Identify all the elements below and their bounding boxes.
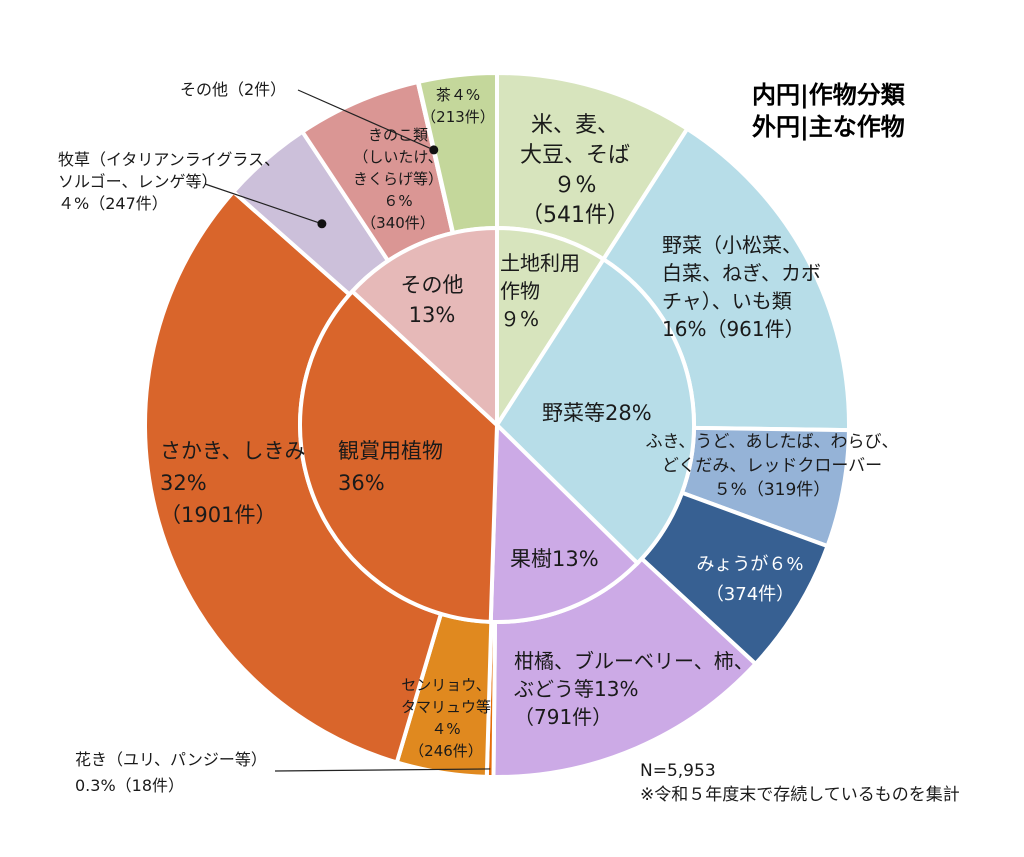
label-sakaki-line: さかき、しきみ xyxy=(160,439,306,463)
label-rice: 米、麦、大豆、そば ９% （541件） xyxy=(520,113,630,228)
label-other: その他 13% xyxy=(401,273,464,327)
label-hanaki-line: 花き（ユリ、パンジー等） xyxy=(75,750,267,769)
label-kinoko-line: （しいたけ、 xyxy=(353,148,442,166)
label-other-line: 13% xyxy=(409,303,456,327)
label-myoga-line: （374件） xyxy=(706,584,794,605)
label-orn-line: 観賞用植物 xyxy=(338,439,443,463)
label-veg: 野菜等28% xyxy=(542,401,652,425)
label-vegmain-line: 16%（961件） xyxy=(662,317,805,341)
label-vegmain-line: 野菜（小松菜、 xyxy=(662,233,802,257)
label-bokuso-line: ４%（247件） xyxy=(58,194,168,213)
label-bokuso-line: ソルゴー、レンゲ等） xyxy=(58,172,218,191)
leader-lines xyxy=(204,89,491,772)
label-hanaki-line: 0.3%（18件） xyxy=(75,776,184,795)
label-tea-line: 茶４% xyxy=(436,86,480,104)
footnote: ※令和５年度末で存続しているものを集計 xyxy=(640,785,960,805)
label-sakaki: さかき、しきみ 32% （1901件） xyxy=(160,439,306,527)
label-veg-line: 野菜等28% xyxy=(542,401,652,425)
leader-line-bokuso xyxy=(204,183,323,225)
label-fuki-line: どくだみ、レッドクローバー xyxy=(662,456,882,476)
label-citrus-line: （791件） xyxy=(514,705,612,729)
label-sakaki-line: 32% xyxy=(160,471,207,495)
label-rice-line: ９% xyxy=(554,173,597,198)
label-fuki-line: ふき、うど、あしたば、わらび、 xyxy=(646,432,899,452)
label-land-line: 作物 xyxy=(500,279,540,303)
chart-title-line-2: 外円|主な作物 xyxy=(752,113,905,141)
label-myoga-line: みょうが６% xyxy=(696,554,803,575)
leader-dot-bokuso xyxy=(317,219,327,229)
label-kinoko: きのこ類 （しいたけ、きくらげ等） ６% （340件） xyxy=(353,126,443,232)
label-kinoko-line: （340件） xyxy=(361,214,435,232)
label-bokuso: 牧草（イタリアンライグラス、ソルゴー、レンゲ等） ４%（247件） xyxy=(58,150,280,213)
label-myoga: みょうが６% （374件） xyxy=(696,554,803,605)
slice-labels: 土地利用作物 ９% 野菜等28% 果樹13% 観賞用植物 36% その他 13% 米、麦、大豆、… xyxy=(58,80,898,795)
label-land-line: 土地利用 xyxy=(500,251,580,275)
inner-slice-veg xyxy=(494,256,696,567)
label-rice-line: （541件） xyxy=(521,203,629,228)
label-sonota2-line: その他（2件） xyxy=(180,80,286,99)
label-kinoko-line: ６% xyxy=(383,192,412,210)
inner-slice-fruit xyxy=(488,420,641,624)
label-fuki-line: ５%（319件） xyxy=(714,480,831,500)
label-sakaki-line: （1901件） xyxy=(160,503,276,527)
label-land-line: ９% xyxy=(500,307,539,331)
label-citrus-line: ぶどう等13% xyxy=(514,677,638,701)
label-senryo-line: ４% xyxy=(431,720,460,738)
inner-slice-land xyxy=(495,225,607,432)
label-rice-line: 大豆、そば xyxy=(520,143,630,168)
label-fuki: ふき、うど、あしたば、わらび、どくだみ、レッドクローバー ５%（319件） xyxy=(646,432,899,500)
label-orn: 観賞用植物 36% xyxy=(338,439,443,495)
label-vegmain-line: 白菜、ねぎ、カボ xyxy=(662,261,821,285)
label-senryo-line: タマリュウ等 xyxy=(401,698,491,716)
inner-slice-other xyxy=(349,225,499,430)
label-tea-line: （213件） xyxy=(421,108,495,126)
label-citrus: 柑橘、ブルーベリー、柿、ぶどう等13% （791件） xyxy=(514,649,754,729)
label-tea: 茶４% （213件） xyxy=(421,86,495,126)
label-rice-line: 米、麦、 xyxy=(531,113,619,138)
inner-ring xyxy=(298,225,696,624)
label-fruit-line: 果樹13% xyxy=(510,547,599,571)
chart-title-line-1: 内円|作物分類 xyxy=(752,81,906,109)
label-citrus-line: 柑橘、ブルーベリー、柿、 xyxy=(514,649,754,673)
leader-line-hanaki xyxy=(274,768,491,772)
label-senryo-line: （246件） xyxy=(409,742,483,760)
sample-size-note: N=5,953 xyxy=(640,761,716,781)
label-land: 土地利用作物 ９% xyxy=(500,251,580,331)
label-kinoko-line: きのこ類 xyxy=(368,126,428,144)
label-sonota2: その他（2件） xyxy=(180,80,286,99)
inner-slice-orn xyxy=(298,288,500,624)
label-kinoko-line: きくらげ等） xyxy=(353,170,443,188)
label-orn-line: 36% xyxy=(338,471,385,495)
label-fruit: 果樹13% xyxy=(510,547,599,571)
label-hanaki: 花き（ユリ、パンジー等） 0.3%（18件） xyxy=(75,750,267,795)
label-other-line: その他 xyxy=(401,273,464,297)
leader-dot-sonota2 xyxy=(429,145,439,155)
leader-line-sonota2 xyxy=(297,89,435,151)
label-vegmain: 野菜（小松菜、白菜、ねぎ、カボチャ）、いも類 16%（961件） xyxy=(662,233,821,341)
label-senryo: センリョウ、タマリュウ等 ４% （246件） xyxy=(401,676,491,760)
label-vegmain-line: チャ）、いも類 xyxy=(662,289,792,313)
label-bokuso-line: 牧草（イタリアンライグラス、 xyxy=(58,150,280,169)
label-senryo-line: センリョウ、 xyxy=(401,676,491,694)
